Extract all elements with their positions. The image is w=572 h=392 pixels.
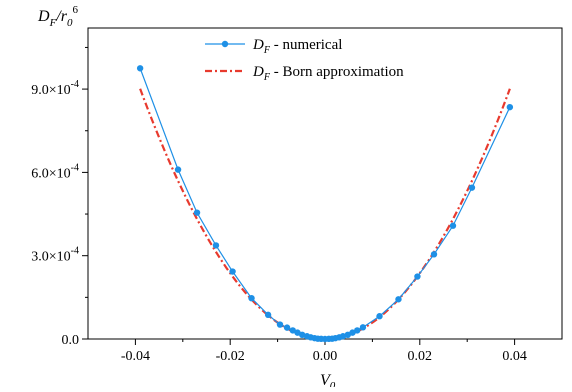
numerical-point [276,321,284,328]
numerical-point [349,329,356,336]
numerical-point [395,296,402,303]
x-tick-label: 0.02 [408,349,433,364]
x-tick-label: 0.04 [502,349,527,364]
numerical-point [264,311,272,319]
x-axis-title: V0 [320,372,336,387]
numerical-point [229,268,236,275]
numerical-point [212,242,220,249]
numerical-point [136,65,144,72]
legend-born-label: DF - Born approximation [252,64,404,83]
numerical-series [136,65,514,343]
axis-labels: DF/r06 V0 [37,4,336,392]
numerical-point [174,166,182,173]
numerical-point [506,103,514,111]
legend-numerical-marker [221,40,229,48]
y-tick-label: 0.0 [62,333,80,348]
numerical-point [294,329,301,336]
numerical-point [376,313,383,320]
y-tick-label: 3.0×10-4 [31,246,79,265]
numerical-point [430,251,438,258]
numerical-point [354,327,361,334]
numerical-point [248,294,255,302]
legend-numerical-label: DF - numerical [252,37,342,56]
x-tick-label: -0.02 [216,349,245,364]
numerical-line [139,68,511,340]
numerical-point [359,324,367,331]
numerical-point [283,324,291,331]
numerical-point [289,327,296,334]
x-tick-label: 0.00 [313,349,338,364]
axes-group: -0.04 -0.02 0.00 0.02 0.04 0.0 3.0×10-4 6.0×10-… [31,27,563,364]
x-tick-label: -0.04 [121,349,150,364]
numerical-point [468,184,476,191]
legend: DF - numerical DF - Born approximation [205,37,404,83]
numerical-point [344,331,351,339]
numerical-point [449,222,457,229]
numerical-point [414,273,421,280]
y-tick-label: 6.0×10-4 [31,162,79,181]
y-tick-label: 9.0×10-4 [31,79,79,98]
y-axis-title: DF/r06 [37,4,78,29]
numerical-point [193,209,201,216]
